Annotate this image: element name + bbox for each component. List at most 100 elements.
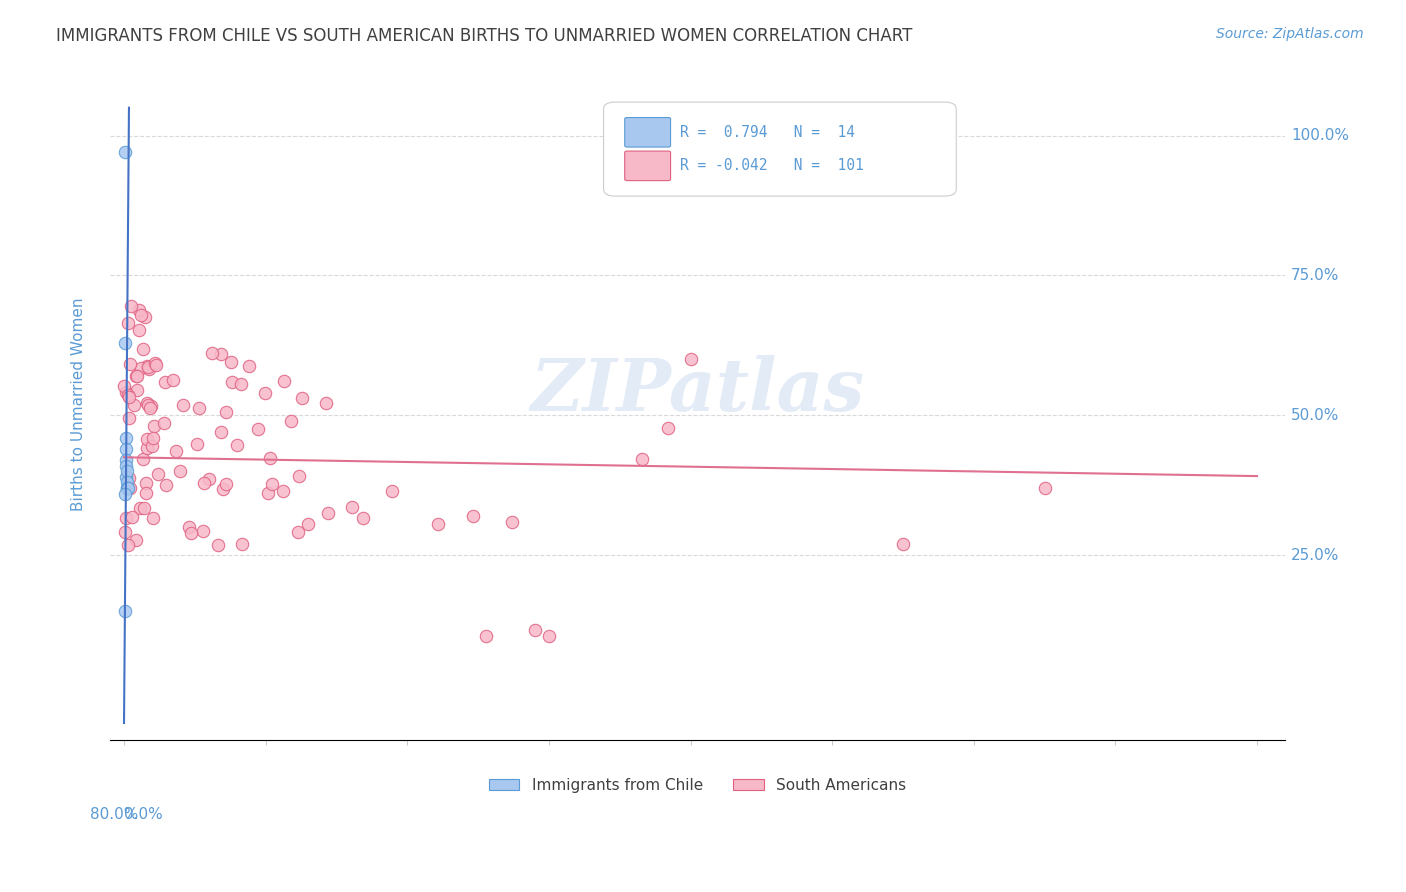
Point (180, 525, 202, 540)
Point (136, 398, 159, 412)
Point (280, 414, 302, 428)
Point (188, 401, 211, 416)
Point (139, 399, 162, 413)
Point (112, 379, 135, 393)
Point (501, 516, 523, 530)
Point (136, 442, 159, 456)
Point (231, 376, 253, 391)
Point (287, 524, 309, 539)
Point (630, 452, 652, 467)
Point (115, 431, 138, 445)
Point (139, 401, 162, 416)
Point (352, 511, 374, 525)
Text: IMMIGRANTS FROM CHILE VS SOUTH AMERICAN BIRTHS TO UNMARRIED WOMEN CORRELATION CH: IMMIGRANTS FROM CHILE VS SOUTH AMERICAN … (56, 27, 912, 45)
Point (215, 477, 238, 491)
Point (136, 359, 159, 373)
Point (679, 352, 702, 367)
Point (138, 362, 160, 376)
FancyBboxPatch shape (624, 151, 671, 180)
Point (143, 356, 166, 370)
Point (115, 475, 138, 490)
Y-axis label: Births to Unmarried Women: Births to Unmarried Women (72, 297, 86, 511)
Point (155, 478, 177, 492)
Point (131, 451, 153, 466)
FancyBboxPatch shape (624, 118, 671, 147)
Point (145, 359, 167, 373)
Point (215, 405, 238, 419)
Point (257, 486, 280, 500)
Point (152, 416, 174, 430)
Text: 25.0%: 25.0% (1291, 548, 1340, 563)
Point (209, 347, 232, 361)
Point (198, 471, 221, 485)
Point (221, 376, 243, 390)
Legend: Immigrants from Chile, South Americans: Immigrants from Chile, South Americans (482, 772, 912, 799)
Point (114, 335, 136, 350)
Point (117, 316, 139, 330)
Point (207, 538, 229, 552)
Point (141, 439, 163, 453)
Point (262, 477, 284, 491)
Point (121, 509, 143, 524)
Point (114, 486, 136, 500)
Point (117, 481, 139, 495)
Point (120, 299, 142, 313)
Point (287, 468, 309, 483)
Point (146, 467, 169, 482)
Point (115, 481, 138, 495)
Point (259, 451, 281, 466)
Point (134, 501, 156, 516)
Point (142, 431, 165, 445)
Text: ZIPatlas: ZIPatlas (530, 355, 865, 426)
Point (657, 421, 679, 435)
Point (135, 475, 157, 490)
Point (165, 444, 187, 458)
Point (142, 511, 165, 525)
Point (128, 303, 150, 318)
Point (225, 438, 247, 452)
Text: 50.0%: 50.0% (1291, 408, 1340, 423)
Point (143, 419, 166, 434)
Point (115, 481, 138, 495)
Point (212, 482, 235, 496)
Text: 75.0%: 75.0% (1291, 268, 1340, 283)
Point (474, 629, 496, 643)
Point (315, 395, 337, 409)
Point (538, 630, 561, 644)
Point (115, 442, 138, 456)
Text: 100.0%: 100.0% (1291, 128, 1350, 143)
Point (135, 432, 157, 446)
Point (191, 524, 214, 538)
Point (114, 604, 136, 618)
Point (127, 383, 149, 397)
Point (238, 359, 260, 373)
Point (253, 386, 276, 401)
Point (125, 533, 148, 547)
Point (891, 537, 914, 551)
Point (129, 308, 152, 322)
Point (118, 411, 141, 425)
Point (115, 384, 138, 399)
Point (381, 483, 404, 498)
FancyBboxPatch shape (603, 102, 956, 196)
Point (463, 508, 485, 523)
Text: 80.0%: 80.0% (90, 807, 138, 822)
Point (172, 398, 194, 412)
Point (246, 422, 269, 436)
Point (134, 310, 156, 324)
Point (231, 536, 253, 550)
Point (125, 368, 148, 383)
Point (200, 346, 222, 360)
Point (177, 519, 200, 533)
Point (115, 464, 138, 478)
Point (162, 373, 184, 387)
Point (169, 464, 191, 478)
Point (297, 516, 319, 531)
Point (118, 481, 141, 495)
Point (131, 342, 153, 356)
Point (291, 391, 314, 405)
Point (120, 357, 142, 371)
Point (524, 623, 547, 637)
Point (136, 360, 159, 375)
Point (122, 398, 145, 412)
